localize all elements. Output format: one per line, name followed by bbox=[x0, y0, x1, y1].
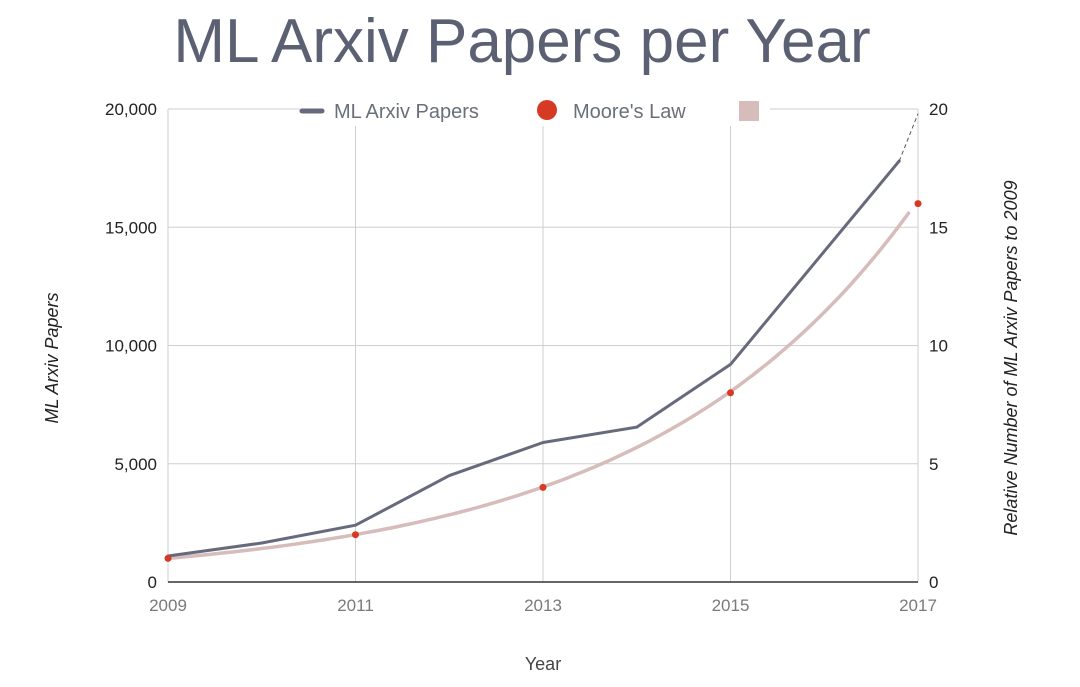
y-tick-label-left: 5,000 bbox=[114, 455, 157, 474]
axes: 0 0 5,000 5 10,000 10 15,000 15 20,000 20 2009 2011… bbox=[105, 100, 948, 615]
gridlines bbox=[167, 108, 919, 582]
y-tick-label-right: 0 bbox=[929, 573, 938, 592]
x-tick-label: 2011 bbox=[337, 596, 374, 615]
series-projection-ml-arxiv-papers bbox=[898, 113, 919, 162]
legend-label-moores-law: Moore's Law bbox=[573, 101, 686, 123]
data-point-moore-s-law bbox=[539, 483, 547, 491]
plot-area bbox=[164, 113, 922, 562]
x-tick-label: 2017 bbox=[899, 596, 937, 615]
y-tick-label-left: 10,000 bbox=[105, 337, 157, 356]
data-point-moore-s-law bbox=[352, 531, 359, 539]
y-tick-label-left: 15,000 bbox=[105, 218, 157, 237]
y-tick-label-right: 10 bbox=[929, 337, 948, 356]
y-tick-label-right: 5 bbox=[929, 455, 938, 474]
x-tick-label: 2013 bbox=[524, 596, 562, 615]
legend-label-ml-arxiv-papers: ML Arxiv Papers bbox=[334, 101, 479, 123]
x-tick-label: 2015 bbox=[712, 596, 750, 615]
data-point-moore-s-law bbox=[914, 200, 922, 208]
x-axis-title: Year bbox=[525, 654, 561, 674]
legend: ML Arxiv Papers Moore's Law bbox=[299, 96, 770, 126]
y-axis-title-left: ML Arxiv Papers bbox=[42, 292, 62, 423]
data-point-moore-s-law bbox=[164, 554, 172, 562]
y-tick-label-right: 20 bbox=[929, 100, 948, 119]
chart-title: ML Arxiv Papers per Year bbox=[173, 7, 870, 76]
x-tick-label: 2009 bbox=[149, 596, 187, 615]
data-point-moore-s-law bbox=[727, 389, 734, 397]
legend-swatch-trend bbox=[739, 101, 759, 121]
legend-background bbox=[300, 96, 770, 126]
legend-swatch-moores-law bbox=[537, 100, 557, 120]
series-line-trend bbox=[166, 211, 911, 561]
y-axis-title-right: Relative Number of ML Arxiv Papers to 20… bbox=[1001, 180, 1021, 535]
y-tick-label-left: 0 bbox=[148, 573, 157, 592]
y-tick-label-left: 20,000 bbox=[105, 100, 157, 119]
y-tick-label-right: 15 bbox=[929, 218, 948, 237]
series-line-ml-arxiv-papers bbox=[166, 159, 901, 558]
